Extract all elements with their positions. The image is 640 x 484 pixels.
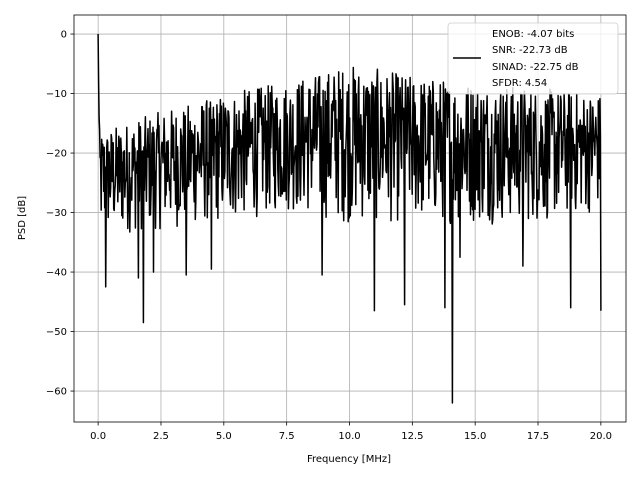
x-tick-label: 17.5 — [527, 431, 549, 442]
legend-label-sfdr: SFDR: 4.54 — [492, 78, 547, 89]
x-tick-label: 15.0 — [464, 431, 486, 442]
x-axis-label: Frequency [MHz] — [307, 454, 391, 465]
x-tick-label: 12.5 — [401, 431, 423, 442]
x-tick-label: 7.5 — [279, 431, 295, 442]
y-tick-label: 0 — [61, 30, 67, 41]
ticks: 0.0 2.5 5.0 7.5 10.0 12.5 15.0 17.5 20.0 0 −10 −20 −… — [46, 30, 612, 442]
y-axis-label: PSD [dB] — [17, 196, 28, 240]
x-tick-label: 10.0 — [338, 431, 360, 442]
y-tick-label: −40 — [46, 268, 67, 279]
x-tick-label: 0.0 — [90, 431, 106, 442]
legend-label-sinad: SINAD: -22.75 dB — [492, 62, 579, 73]
x-tick-label: 20.0 — [590, 431, 612, 442]
plot-area — [97, 33, 602, 404]
y-tick-label: −30 — [46, 208, 67, 219]
legend-label-enob: ENOB: -4.07 bits — [492, 29, 574, 40]
x-tick-label: 5.0 — [216, 431, 232, 442]
y-tick-label: −20 — [46, 149, 67, 160]
y-tick-label: −10 — [46, 89, 67, 100]
y-tick-label: −60 — [46, 387, 67, 398]
legend-box — [447, 22, 619, 95]
y-tick-label: −50 — [46, 327, 67, 338]
axes-frame — [73, 14, 627, 423]
psd-series-line — [97, 33, 602, 404]
legend-label-snr: SNR: -22.73 dB — [492, 45, 568, 56]
legend: ENOB: -4.07 bits SNR: -22.73 dB SINAD: -… — [447, 22, 619, 95]
x-tick-label: 2.5 — [153, 431, 169, 442]
